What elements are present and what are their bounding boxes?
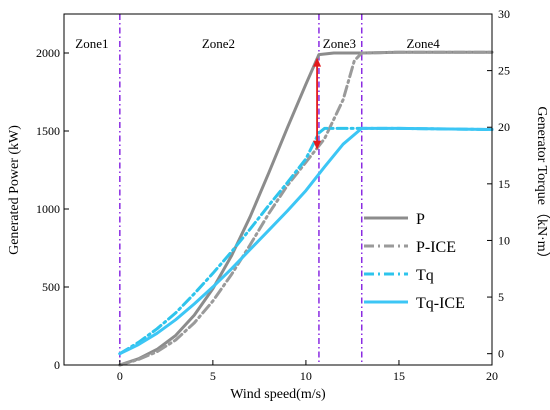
legend-label: Tq: [416, 267, 434, 284]
x-tick-label: 10: [300, 369, 312, 383]
zone-label: Zone4: [407, 36, 441, 51]
y-axis-right-title: Generator Torque（kN·m）: [534, 106, 550, 265]
y-right-tick-label: 20: [498, 120, 510, 134]
y-right-tick-label: 0: [498, 347, 504, 361]
y-right-tick-label: 15: [498, 177, 510, 191]
series-line-tq-ice: [118, 126, 494, 356]
y-right-tick-label: 5: [498, 290, 504, 304]
y-axis-left-title: Generated Power (kW): [7, 125, 22, 255]
series-line-p: [118, 50, 494, 367]
y-right-tick-label: 25: [498, 64, 510, 78]
legend: P P-ICE Tq Tq-ICE: [364, 211, 465, 312]
series-line-p-ice: [118, 50, 494, 367]
zone-label: Zone1: [75, 36, 108, 51]
x-tick-label: 20: [486, 369, 498, 383]
x-axis-title: Wind speed(m/s): [230, 387, 326, 402]
y-right-tick-label: 10: [498, 233, 510, 247]
legend-label: P-ICE: [416, 239, 456, 256]
y-left-tick-label: 500: [42, 280, 60, 294]
annotation-arrow-head-top: [313, 57, 322, 67]
zone-label: Zone3: [323, 36, 356, 51]
y-left-tick-label: 1000: [36, 202, 60, 216]
zone-layer: Zone1 Zone2 Zone3 Zone4: [75, 14, 440, 365]
y-left-tick-label: 0: [54, 358, 60, 372]
plot-frame: [63, 13, 493, 366]
y-right-tick-label: 30: [498, 7, 510, 21]
x-tick-label: 0: [117, 369, 123, 383]
y-left-tick-label: 2000: [36, 46, 60, 60]
zone-label: Zone2: [202, 36, 235, 51]
annotation-arrow-head-bottom: [313, 140, 322, 150]
y-left-tick-label: 1500: [36, 124, 60, 138]
legend-label: P: [416, 211, 425, 228]
legend-label: Tq-ICE: [416, 295, 465, 312]
series-line-tq: [118, 126, 494, 356]
x-tick-label: 15: [393, 369, 405, 383]
annotation-layer: [313, 57, 322, 150]
x-tick-label: 5: [210, 369, 216, 383]
series-layer: [118, 50, 494, 367]
